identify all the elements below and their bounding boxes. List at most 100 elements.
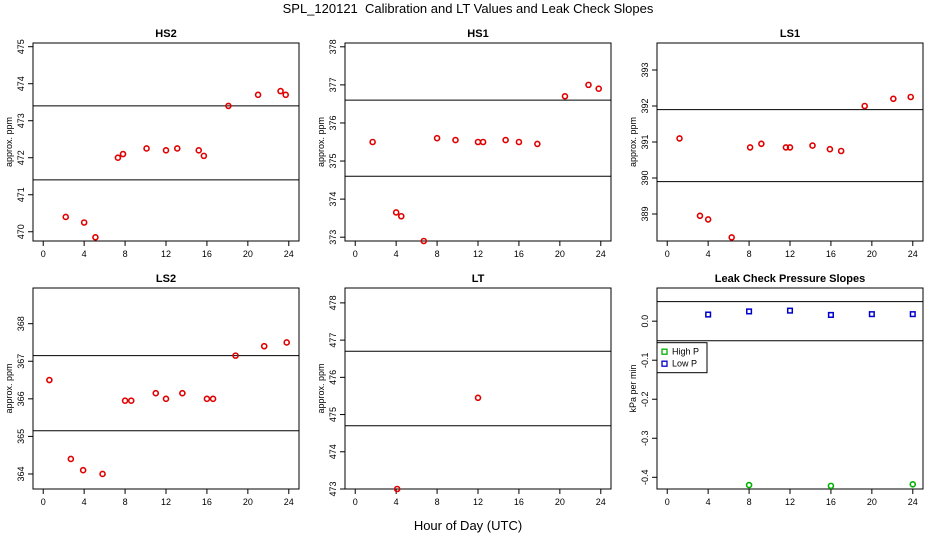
chart-panel: Leak Check Pressure Slopes 0 4 8 12 16 20 24 0.0…: [628, 273, 924, 507]
x-tick-label: 20: [243, 249, 253, 259]
y-tick-label: -0.2: [640, 391, 650, 407]
data-point: [79, 466, 87, 474]
data-point: [515, 138, 523, 146]
x-tick-label: 0: [41, 249, 46, 259]
data-point: [705, 311, 712, 318]
data-point: [868, 311, 875, 318]
data-point: [283, 339, 291, 346]
y-axis-label: approx. ppm: [316, 363, 326, 413]
legend-label: Low P: [672, 359, 697, 369]
data-point: [46, 376, 53, 384]
x-tick-label: 24: [596, 249, 606, 259]
y-tick-label: 472: [16, 150, 26, 165]
x-tick-label: 0: [41, 497, 46, 507]
data-point: [704, 216, 712, 223]
data-point: [119, 150, 127, 158]
data-point: [162, 147, 170, 154]
data-point: [67, 455, 75, 463]
x-tick-label: 16: [514, 497, 524, 507]
data-point: [420, 237, 428, 245]
data-point: [62, 213, 70, 221]
x-tick-label: 4: [394, 249, 399, 259]
data-point: [861, 102, 868, 110]
y-tick-label: 474: [328, 444, 338, 459]
x-tick-label: 20: [867, 497, 877, 507]
data-point: [746, 308, 753, 315]
data-point: [393, 485, 401, 493]
data-point: [152, 389, 160, 397]
x-tick-label: 0: [353, 497, 358, 507]
x-tick-label: 8: [435, 497, 440, 507]
data-point: [282, 91, 290, 99]
data-point: [909, 481, 917, 488]
x-tick-label: 16: [826, 497, 836, 507]
y-tick-label: 393: [640, 62, 650, 77]
data-point: [595, 85, 603, 92]
x-tick-label: 0: [665, 497, 670, 507]
data-point: [826, 145, 834, 153]
legend-marker: [661, 360, 668, 367]
data-point: [397, 212, 405, 220]
x-tick-label: 4: [706, 497, 711, 507]
figure-title: SPL_120121 Calibration and LT Values and…: [282, 1, 654, 16]
y-tick-label: 478: [328, 295, 338, 310]
y-axis-label: approx. ppm: [316, 117, 326, 167]
y-tick-label: 392: [640, 98, 650, 113]
data-point: [369, 138, 376, 146]
panel-title: LS1: [780, 28, 800, 40]
chart-panel: LT 0 4 8 12 16 20 24 473 474 475 476 477 478 approx. p…: [316, 273, 612, 507]
x-tick-label: 20: [867, 249, 877, 259]
data-point: [179, 389, 186, 397]
data-point: [479, 138, 487, 146]
y-tick-label: 390: [640, 170, 650, 185]
data-point: [254, 91, 262, 99]
plot-frame: [656, 287, 924, 490]
data-point: [534, 140, 541, 148]
x-tick-label: 20: [555, 497, 565, 507]
panel-title: LT: [472, 273, 485, 285]
data-point: [837, 147, 845, 155]
data-point: [195, 147, 203, 154]
data-point: [127, 397, 135, 405]
data-point: [173, 145, 181, 152]
x-tick-label: 8: [747, 497, 752, 507]
data-point: [392, 209, 400, 216]
legend-label: High P: [672, 347, 699, 357]
data-point: [433, 134, 441, 142]
panel-title: LS2: [156, 273, 176, 285]
x-tick-label: 12: [473, 249, 483, 259]
x-tick-label: 16: [514, 249, 524, 259]
x-tick-label: 0: [353, 249, 358, 259]
data-point: [585, 81, 592, 89]
y-tick-label: 368: [16, 316, 26, 331]
x-tick-label: 12: [161, 497, 171, 507]
x-tick-label: 24: [908, 249, 918, 259]
y-tick-label: 476: [328, 370, 338, 385]
x-tick-label: 8: [123, 249, 128, 259]
x-tick-label: 12: [785, 497, 795, 507]
y-tick-label: 471: [16, 187, 26, 202]
x-tick-label: 16: [826, 249, 836, 259]
x-tick-label: 4: [82, 249, 87, 259]
plot-frame: [32, 42, 300, 242]
y-tick-label: 366: [16, 391, 26, 406]
x-tick-label: 8: [747, 249, 752, 259]
legend-box: [656, 342, 708, 374]
data-point: [232, 352, 239, 359]
x-tick-label: 16: [202, 497, 212, 507]
plot-frame: [344, 287, 612, 490]
x-tick-label: 0: [665, 249, 670, 259]
x-tick-label: 8: [435, 249, 440, 259]
data-point: [786, 144, 794, 151]
y-axis-label: approx. ppm: [628, 117, 638, 167]
data-point: [203, 395, 211, 403]
y-tick-label: -0.3: [640, 431, 650, 447]
x-tick-label: 8: [123, 497, 128, 507]
y-tick-label: 376: [328, 115, 338, 130]
y-tick-label: 391: [640, 134, 650, 149]
x-tick-label: 20: [555, 249, 565, 259]
data-point: [80, 219, 88, 226]
x-tick-label: 20: [243, 497, 253, 507]
y-tick-label: 374: [328, 192, 338, 207]
